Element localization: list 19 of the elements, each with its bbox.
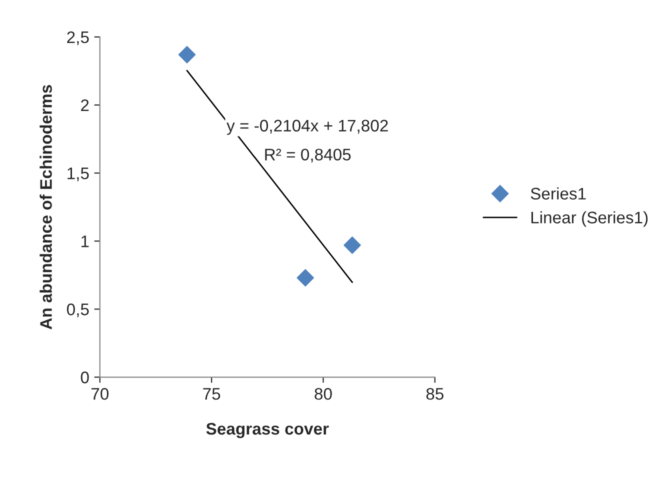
annotation: R² = 0,8405 <box>265 148 351 162</box>
y-tick-label: 2,5 <box>67 31 89 46</box>
point <box>344 236 361 254</box>
annotation: y = -0,2104x + 17,802 <box>226 120 388 135</box>
legend-label: Linear (Series1) <box>531 211 648 227</box>
y-tick-label: 1 <box>81 236 89 248</box>
x-axis-title: Seagrass cover <box>206 422 329 438</box>
x-tick-label: 85 <box>426 388 444 400</box>
x-tick-label: 80 <box>314 388 332 400</box>
y-tick-label: 0 <box>80 372 89 384</box>
legend-label: Series1 <box>530 187 586 200</box>
x-tick-label: 75 <box>203 388 220 400</box>
x-tick-label: 70 <box>91 388 109 400</box>
y-tick-label: 0,5 <box>66 304 89 318</box>
y-axis-title: An abundance of Echinoderms <box>40 85 52 330</box>
y-tick-label: 2 <box>81 99 89 112</box>
point <box>178 46 196 64</box>
y-tick-label: 1,5 <box>68 168 89 182</box>
point <box>296 269 314 286</box>
